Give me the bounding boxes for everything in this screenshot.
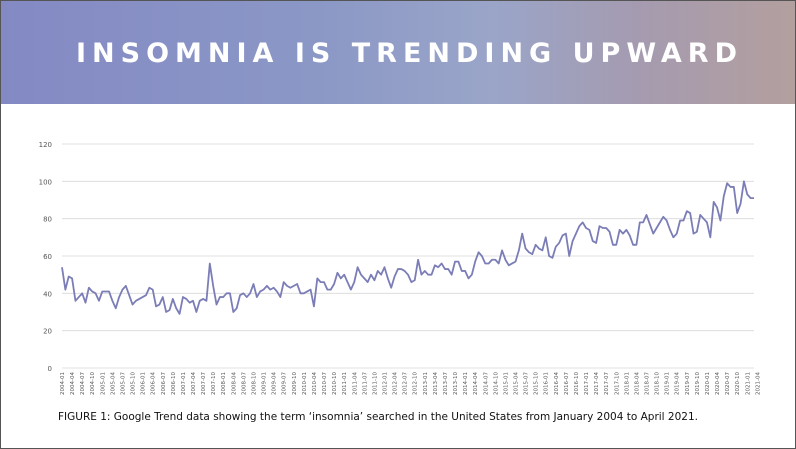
x-tick-label: 2017-07 — [604, 372, 610, 395]
x-tick-label: 2012-01 — [382, 372, 388, 395]
x-tick-label: 2011-07 — [362, 372, 368, 395]
x-tick-label: 2013-04 — [433, 372, 439, 395]
x-tick-label: 2012-04 — [393, 372, 399, 395]
y-tick-label: 0 — [48, 365, 52, 373]
x-tick-label: 2020-10 — [735, 372, 741, 395]
series-line-insomnia — [61, 180, 754, 315]
x-tick-label: 2007-07 — [201, 372, 207, 395]
y-tick-label: 60 — [43, 253, 52, 261]
x-tick-label: 2016-10 — [574, 372, 580, 395]
grid-lines — [62, 143, 754, 369]
x-tick-label: 2006-01 — [141, 372, 147, 395]
x-tick-label: 2005-04 — [110, 372, 116, 395]
x-tick-label: 2011-01 — [342, 372, 348, 395]
x-tick-label: 2005-10 — [131, 372, 137, 395]
figure-caption: FIGURE 1: Google Trend data showing the … — [58, 411, 698, 423]
x-tick-label: 2010-01 — [302, 372, 308, 395]
x-tick-label: 2007-04 — [191, 372, 197, 395]
x-tick-label: 2018-01 — [624, 372, 630, 395]
title-banner: INSOMNIA IS TRENDING UPWARD — [0, 0, 796, 104]
x-tick-label: 2015-07 — [524, 372, 530, 395]
x-tick-label: 2007-01 — [181, 372, 187, 395]
x-tick-label: 2020-04 — [715, 372, 721, 395]
x-tick-label: 2016-04 — [554, 372, 560, 395]
x-tick-label: 2021-01 — [745, 372, 751, 395]
x-tick-label: 2010-07 — [322, 372, 328, 395]
x-tick-label: 2004-10 — [90, 372, 96, 395]
x-tick-label: 2012-10 — [413, 372, 419, 395]
x-tick-label: 2019-10 — [695, 372, 701, 395]
x-tick-label: 2016-07 — [564, 372, 570, 395]
x-tick-label: 2016-01 — [544, 372, 550, 395]
x-tick-label: 2017-10 — [614, 372, 620, 395]
y-tick-label: 40 — [43, 290, 52, 298]
x-tick-label: 2009-10 — [292, 372, 298, 395]
x-tick-label: 2011-10 — [372, 372, 378, 395]
x-tick-label: 2008-10 — [251, 372, 257, 395]
x-tick-label: 2019-01 — [665, 372, 671, 395]
slide-title: INSOMNIA IS TRENDING UPWARD — [76, 38, 743, 69]
x-tick-label: 2006-07 — [161, 372, 167, 395]
x-axis-tick-labels: 2004-01 2004-04 2004-07 2004-10 2005-01 2005-… — [60, 372, 761, 395]
x-tick-label: 2015-01 — [503, 372, 509, 395]
y-tick-label: 80 — [43, 216, 52, 224]
x-tick-label: 2017-04 — [594, 372, 600, 395]
x-tick-label: 2018-04 — [634, 372, 640, 395]
x-tick-label: 2015-10 — [534, 372, 540, 395]
x-tick-label: 2014-04 — [473, 372, 479, 395]
x-tick-label: 2013-01 — [423, 372, 429, 395]
x-tick-label: 2019-07 — [685, 372, 691, 395]
y-axis-tick-labels: 0 20 40 60 80 100 120 — [39, 141, 52, 373]
x-tick-label: 2011-04 — [352, 372, 358, 395]
x-tick-label: 2007-10 — [211, 372, 217, 395]
x-tick-label: 2018-07 — [645, 372, 651, 395]
x-tick-label: 2015-04 — [513, 372, 519, 395]
x-tick-label: 2004-07 — [80, 372, 86, 395]
x-tick-label: 2010-10 — [332, 372, 338, 395]
x-tick-label: 2013-10 — [453, 372, 459, 395]
y-tick-label: 20 — [43, 328, 52, 336]
x-tick-label: 2017-01 — [584, 372, 590, 395]
x-tick-label: 2009-04 — [272, 372, 278, 395]
x-tick-label: 2014-10 — [493, 372, 499, 395]
x-tick-label: 2008-04 — [231, 372, 237, 395]
x-tick-label: 2005-01 — [100, 372, 106, 395]
y-tick-label: 100 — [39, 178, 52, 186]
x-tick-label: 2008-01 — [221, 372, 227, 395]
x-tick-label: 2010-04 — [312, 372, 318, 395]
x-tick-label: 2021-04 — [755, 372, 761, 395]
y-tick-label: 120 — [39, 141, 52, 149]
x-tick-label: 2012-07 — [403, 372, 409, 395]
x-tick-label: 2013-07 — [443, 372, 449, 395]
x-tick-label: 2005-07 — [120, 372, 126, 395]
x-tick-label: 2008-07 — [241, 372, 247, 395]
x-tick-label: 2018-10 — [655, 372, 661, 395]
x-tick-label: 2009-07 — [282, 372, 288, 395]
x-tick-label: 2009-01 — [262, 372, 268, 395]
x-tick-label: 2006-04 — [151, 372, 157, 395]
x-tick-label: 2020-01 — [705, 372, 711, 395]
x-tick-label: 2014-07 — [483, 372, 489, 395]
x-tick-label: 2004-01 — [60, 372, 66, 395]
x-tick-label: 2004-04 — [70, 372, 76, 395]
x-tick-label: 2014-01 — [463, 372, 469, 395]
x-tick-label: 2020-07 — [725, 372, 731, 395]
x-tick-label: 2019-04 — [675, 372, 681, 395]
x-tick-label: 2006-10 — [171, 372, 177, 395]
